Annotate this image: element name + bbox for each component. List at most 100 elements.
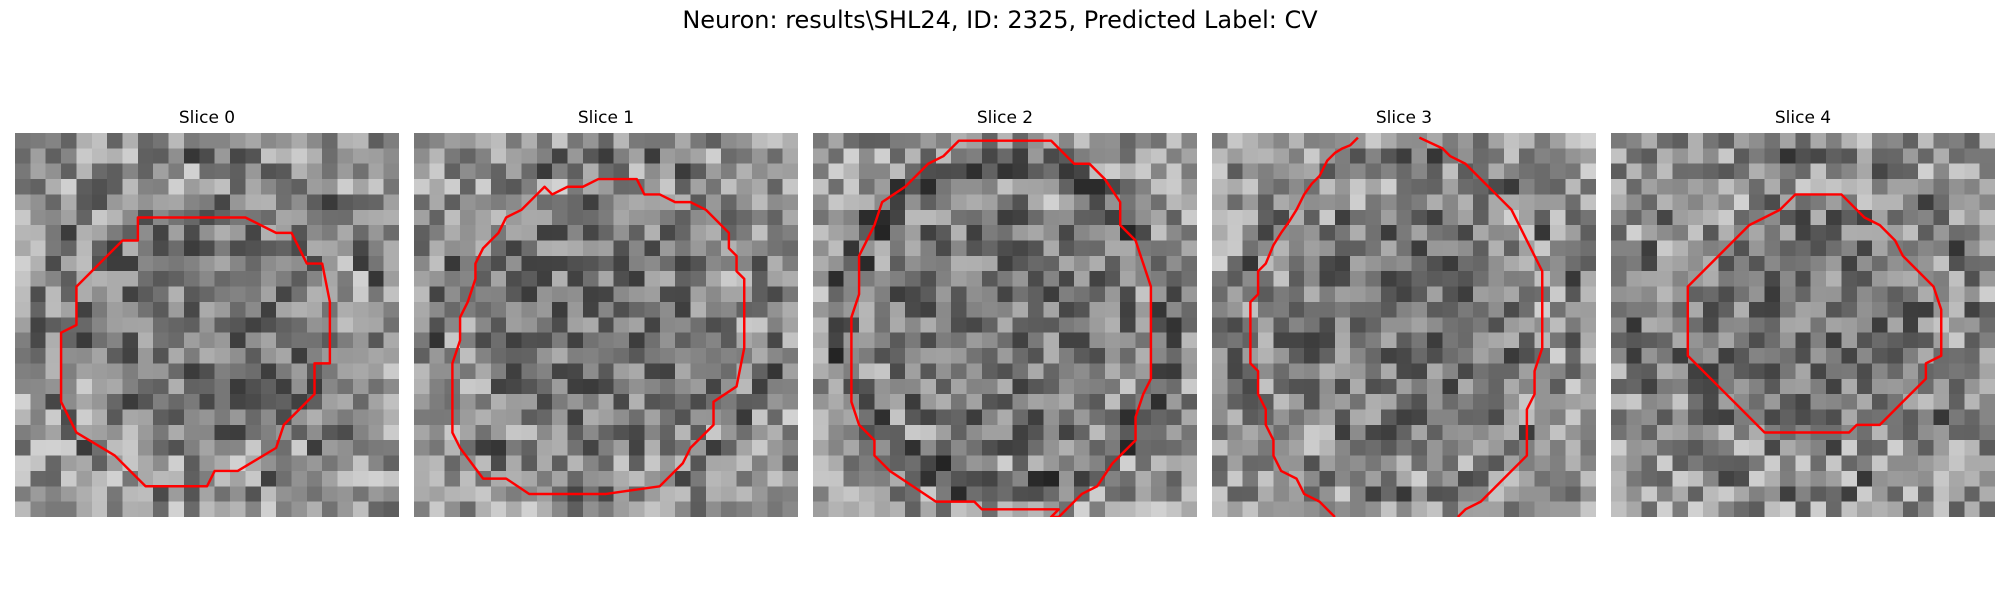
pixel-cell (107, 424, 123, 441)
pixel-cell (613, 271, 630, 287)
pixel-cell (905, 255, 921, 272)
pixel-cell (1779, 225, 1796, 241)
pixel-cell (306, 440, 323, 456)
pixel-cell (1964, 317, 1980, 333)
pixel-cell (276, 394, 292, 410)
pixel-cell (1872, 209, 1888, 226)
pixel-cell (966, 301, 983, 318)
pixel-cell (582, 255, 599, 272)
pixel-cell (1150, 378, 1167, 395)
pixel-cell (1887, 225, 1904, 241)
pixel-cell (1687, 133, 1704, 149)
pixel-cell (122, 240, 139, 257)
pixel-cell (629, 317, 645, 333)
pixel-cell (1687, 194, 1704, 211)
pixel-cell (1687, 501, 1704, 517)
pixel-cell (997, 148, 1013, 165)
pixel-cell (1288, 424, 1305, 441)
pixel-cell (137, 470, 154, 487)
pixel-cell (168, 501, 185, 517)
pixel-cell (997, 378, 1013, 395)
pixel-cell (153, 394, 169, 410)
pixel-cell (444, 286, 461, 303)
pixel-cell (76, 348, 93, 364)
pixel-cell (1242, 378, 1259, 395)
pixel-cell (705, 501, 722, 517)
pixel-cell (76, 148, 93, 165)
pixel-cell (506, 348, 522, 364)
pixel-cell (1104, 255, 1121, 272)
pixel-cell (1427, 163, 1443, 180)
pixel-cell (506, 179, 522, 195)
pixel-cell (506, 424, 522, 441)
pixel-cell (1258, 348, 1274, 364)
pixel-cell (1795, 501, 1811, 517)
pixel-cell (291, 409, 308, 426)
pixel-cell (1565, 301, 1581, 318)
pixel-cell (1273, 394, 1290, 410)
pixel-cell (1457, 317, 1474, 333)
pixel-cell (1427, 225, 1443, 241)
pixel-cell (490, 286, 507, 303)
pixel-cell (1826, 225, 1842, 241)
pixel-cell (214, 348, 231, 364)
pixel-cell (1641, 133, 1658, 149)
pixel-cell (368, 470, 384, 487)
pixel-cell (705, 225, 722, 241)
pixel-cell (61, 455, 77, 472)
pixel-cell (276, 332, 292, 349)
pixel-cell (15, 225, 31, 241)
pixel-cell (1933, 409, 1950, 426)
pixel-cell (981, 255, 998, 272)
pixel-cell (1411, 271, 1428, 287)
pixel-cell (1365, 424, 1382, 441)
pixel-cell (1672, 209, 1689, 226)
pixel-cell (1749, 332, 1765, 349)
pixel-cell (644, 225, 661, 241)
pixel-cell (920, 378, 937, 395)
pixel-cell (782, 470, 798, 487)
pixel-cell (536, 209, 553, 226)
pixel-cell (137, 501, 154, 517)
pixel-cell (1028, 301, 1044, 318)
slice-panel-4: Slice 4 (1611, 107, 1995, 517)
pixel-cell (935, 194, 952, 211)
pixel-cell (721, 394, 737, 410)
pixel-cell (91, 317, 108, 333)
pixel-cell (690, 455, 707, 472)
pixel-cell (598, 394, 614, 410)
pixel-cell (1304, 501, 1320, 517)
pixel-cell (1473, 179, 1489, 195)
pixel-cell (1611, 209, 1627, 226)
pixel-cell (1933, 470, 1950, 487)
pixel-cell (168, 163, 185, 180)
pixel-cell (552, 179, 568, 195)
pixel-cell (107, 486, 123, 502)
pixel-cell (76, 209, 93, 226)
pixel-cell (659, 348, 676, 364)
pixel-cell (1902, 286, 1919, 303)
pixel-cell (1181, 148, 1197, 165)
pixel-cell (76, 440, 93, 456)
pixel-cell (1565, 163, 1581, 180)
pixel-cell (1473, 501, 1489, 517)
pixel-cell (490, 148, 507, 165)
pixel-cell (107, 194, 123, 211)
pixel-cell (1703, 301, 1719, 318)
pixel-cell (1565, 409, 1581, 426)
pixel-cell (767, 148, 783, 165)
pixel-cell (444, 455, 461, 472)
pixel-cell (199, 133, 215, 149)
pixel-cell (1933, 179, 1950, 195)
pixel-cell (1979, 317, 1995, 333)
pixel-cell (61, 271, 77, 287)
pixel-cell (1872, 363, 1888, 380)
pixel-cell (444, 486, 461, 502)
pixel-cell (1365, 271, 1382, 287)
pixel-cell (1764, 440, 1781, 456)
pixel-cell (1519, 240, 1535, 257)
pixel-cell (1826, 455, 1842, 472)
pixel-cell (230, 409, 246, 426)
pixel-cell (352, 225, 369, 241)
pixel-cell (322, 363, 338, 380)
